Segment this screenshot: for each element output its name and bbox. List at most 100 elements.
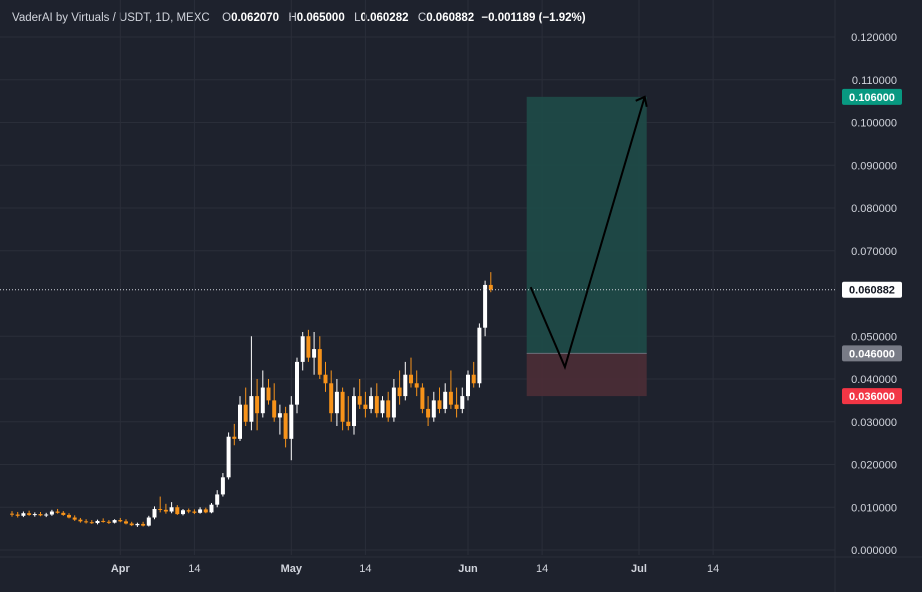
candle-body: [101, 520, 106, 522]
candle: [129, 521, 134, 527]
last-price-tag[interactable]: 0.060882: [842, 281, 902, 298]
y-tick-label: 0.100000: [851, 118, 897, 130]
candle: [112, 519, 117, 524]
candle: [55, 508, 60, 514]
candle: [72, 515, 77, 521]
entry-price-tag[interactable]: 0.046000: [842, 345, 902, 362]
candle: [306, 329, 311, 362]
candle-body: [323, 374, 328, 384]
candle-body: [226, 436, 231, 478]
candle-body: [317, 349, 322, 375]
candle: [146, 515, 151, 527]
candle: [198, 507, 203, 514]
candle-body: [397, 387, 402, 397]
overlay: [0, 95, 835, 370]
candle-body: [448, 391, 453, 405]
candle-body: [89, 522, 94, 524]
candle: [340, 387, 345, 431]
candle: [163, 503, 168, 514]
candle-body: [380, 400, 385, 414]
candle-body: [300, 336, 305, 362]
candle: [158, 496, 163, 513]
candle: [124, 519, 128, 525]
candle-body: [186, 510, 191, 512]
candle: [363, 391, 368, 418]
candle: [448, 370, 453, 409]
candle-body: [443, 391, 448, 409]
symbol-title[interactable]: VaderAI by Virtuals / USDT, 1D, MEXC: [12, 12, 210, 24]
candle-body: [84, 521, 89, 523]
candle-body: [329, 383, 334, 414]
candle: [238, 396, 242, 441]
target-price-tag[interactable]: 0.106000: [842, 88, 902, 105]
y-tick-label: 0.030000: [851, 417, 897, 429]
candle-body: [49, 511, 54, 515]
x-tick-label: 14: [536, 563, 548, 575]
profit-zone[interactable]: [526, 96, 647, 354]
candle-body: [283, 413, 288, 439]
candle-body: [192, 511, 197, 513]
candle: [44, 512, 49, 518]
candles: [10, 272, 493, 527]
candle-body: [220, 477, 225, 495]
candle-body: [352, 396, 356, 427]
candle-body: [277, 413, 282, 418]
candle-body: [158, 508, 163, 510]
candle-body: [289, 404, 294, 439]
position-zones[interactable]: [526, 96, 647, 397]
candle: [477, 323, 482, 388]
candle-body: [403, 374, 408, 397]
candle-body: [346, 421, 351, 427]
candle-body: [357, 396, 362, 405]
candle-body: [141, 523, 146, 526]
y-tick-label: 0.080000: [851, 203, 897, 215]
candle-body: [135, 523, 140, 526]
candle: [386, 391, 391, 422]
y-tick-label: 0.050000: [851, 331, 897, 343]
candle: [232, 423, 237, 446]
close-label: C: [417, 12, 427, 24]
candle: [397, 370, 402, 405]
candle: [135, 522, 140, 527]
stop-price-tag[interactable]: 0.036000: [842, 388, 902, 405]
stop-price-tag-text: 0.036000: [849, 391, 895, 403]
candle-body: [21, 513, 26, 516]
candle: [67, 513, 71, 519]
candle: [243, 387, 248, 427]
candle: [192, 509, 197, 515]
candle-body: [466, 374, 470, 397]
candle: [443, 383, 448, 414]
candle: [272, 383, 277, 422]
candle-body: [152, 508, 157, 518]
candle-body: [198, 509, 203, 513]
candle: [323, 361, 328, 392]
candle-body: [61, 512, 66, 515]
target-price-tag-text: 0.106000: [849, 92, 895, 104]
y-tick-label: 0.110000: [852, 75, 897, 87]
candle-body: [340, 391, 345, 422]
candle: [49, 509, 54, 516]
low-label: L: [354, 12, 361, 24]
time-axis[interactable]: Apr 14 May 14 Jun 14 Jul 14: [111, 563, 719, 575]
x-tick-label: 14: [188, 563, 200, 575]
candle: [454, 387, 459, 418]
x-tick-label: May: [281, 563, 303, 575]
candle-body: [32, 514, 37, 516]
candle-body: [295, 361, 299, 405]
candle: [95, 519, 100, 525]
candle: [78, 517, 83, 523]
projection-arrow[interactable]: [529, 96, 646, 370]
candle: [10, 511, 14, 517]
price-axis[interactable]: 0.120000 0.110000 0.100000 0.090000 0.080000…: [842, 32, 902, 557]
candle-body: [146, 517, 151, 526]
candle: [483, 280, 488, 337]
candle-body: [10, 513, 14, 515]
last-price-tag-text: 0.060882: [849, 285, 895, 297]
candle-body: [431, 400, 436, 418]
candle: [169, 502, 174, 514]
candle: [352, 387, 356, 435]
candle-body: [118, 520, 123, 522]
loss-zone[interactable]: [526, 353, 647, 397]
